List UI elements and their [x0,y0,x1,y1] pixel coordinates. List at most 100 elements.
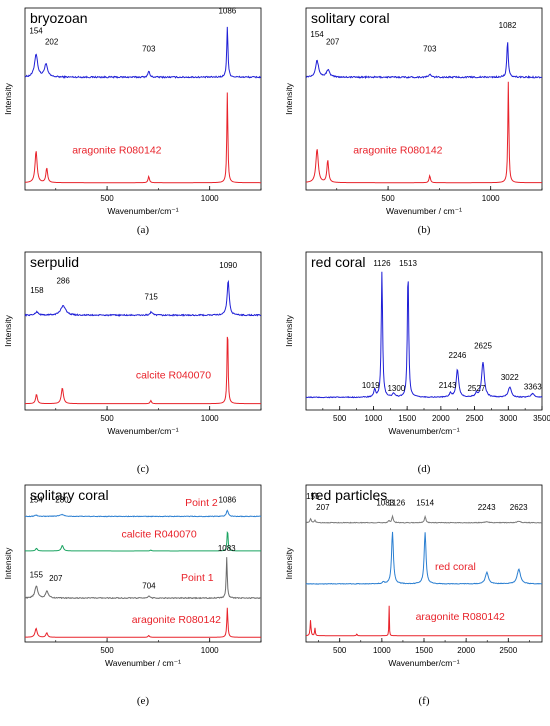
peak-label: 1086 [218,495,236,504]
peak-label: 207 [316,503,330,512]
x-axis-label: Wavenumber/cm⁻¹ [388,426,459,436]
y-axis-label: Intensity [284,547,294,579]
panel-label: (d) [418,463,431,475]
chart-title: red particles [311,487,387,503]
peak-label: 202 [45,37,59,46]
peak-label: 2243 [478,503,496,512]
series-line [305,531,543,585]
y-axis-label: Intensity [3,82,13,114]
peak-label: 207 [49,574,63,583]
peak-label: 207 [326,37,340,46]
x-tick-label: 3000 [499,414,517,423]
series-line [305,605,542,637]
series-label: aragonite R080142 [416,611,505,623]
series-line [24,26,262,79]
peak-label: 1083 [218,544,236,553]
peak-label: 703 [142,45,156,54]
peak-label: 2625 [474,341,492,350]
x-axis-label: Wavenumber/cm⁻¹ [388,658,459,668]
x-tick-label: 1500 [415,646,433,655]
y-axis-label: Intensity [284,82,294,114]
peak-label: 3022 [501,373,519,382]
chart-title: red coral [311,254,365,270]
x-tick-label: 500 [100,414,114,423]
x-tick-label: 2500 [499,646,517,655]
x-tick-label: 2500 [466,414,484,423]
chart-panel: 500 1000 Wavenumber / cm⁻¹ Intensity solitar… [284,7,543,236]
x-tick-label: 500 [381,194,395,203]
panel-label: (a) [137,224,150,236]
series-line [305,271,543,399]
series-line [24,92,261,184]
y-axis-label: Intensity [284,314,294,346]
x-tick-label: 500 [100,646,114,655]
x-tick-label: 1000 [201,194,219,203]
series-line [25,530,261,552]
plot-frame [305,251,543,411]
peak-label: 154 [29,495,43,504]
series-label: aragonite R080142 [353,145,442,157]
x-tick-label: 1000 [201,646,219,655]
peak-label: 1513 [399,259,417,268]
x-tick-label: 2000 [457,646,475,655]
chart-title: solitary coral [30,487,109,503]
panel-label: (f) [419,695,430,707]
peak-label: 2246 [449,351,467,360]
peak-label: 703 [423,45,437,54]
chart-panel: 500 1000 1500 2000 2500 3000 3500 Wavenumber/cm… [284,251,550,475]
y-axis-label: Intensity [3,314,13,346]
x-tick-label: 500 [333,414,347,423]
peak-label: 2527 [467,384,485,393]
series-line [24,607,261,638]
series-label: calcite R040070 [136,369,211,381]
peak-label: 1514 [416,498,434,507]
chart-panel: 500 1000 1500 2000 2500 Wavenumber/cm⁻¹ Intens… [284,484,543,707]
plot-frame [305,7,543,191]
peak-label: 704 [142,582,156,591]
peak-label: 1086 [218,6,236,15]
series-label: Point 1 [181,572,214,584]
peak-label: 1083 [376,498,394,507]
peak-label: 155 [306,492,320,501]
x-axis-label: Wavenumber/cm⁻¹ [107,426,178,436]
peak-label: 1082 [499,21,517,30]
peak-label: 2143 [439,381,457,390]
x-axis-label: Wavenumber / cm⁻¹ [386,206,462,216]
chart-title: bryozoan [30,10,88,26]
x-tick-label: 1000 [201,414,219,423]
peak-label: 155 [30,571,44,580]
x-axis-label: Wavenumber/cm⁻¹ [107,206,178,216]
series-line [305,514,543,524]
x-tick-label: 500 [333,646,347,655]
plot-frame [24,484,262,643]
plot-frame [24,251,262,411]
x-tick-label: 2000 [432,414,450,423]
peak-label: 286 [56,277,70,286]
peak-label: 715 [145,292,159,301]
chart-panel: 500 1000 Wavenumber / cm⁻¹ Intensity solitar… [3,484,262,707]
panel-label: (c) [137,463,150,475]
y-axis-label: Intensity [3,547,13,579]
plot-frame [24,7,262,191]
x-tick-label: 3500 [533,414,550,423]
peak-label: 158 [30,286,44,295]
series-label: red coral [435,561,476,573]
peak-label: 2623 [510,503,528,512]
peak-label: 1126 [373,259,391,268]
x-tick-label: 1000 [373,646,391,655]
series-label: calcite R040070 [121,529,196,541]
x-tick-label: 1500 [398,414,416,423]
series-line [305,81,542,184]
chart-panel: 500 1000 Wavenumber/cm⁻¹ Intensity serpulid (… [3,251,262,475]
series-label: aragonite R080142 [72,145,161,157]
peak-label: 1300 [387,384,405,393]
x-tick-label: 1000 [365,414,383,423]
chart-title: serpulid [30,254,79,270]
series-line [24,557,262,600]
peak-label: 1090 [219,261,237,270]
chart-panel: 500 1000 Wavenumber/cm⁻¹ Intensity bryozoan (… [3,6,262,236]
series-line [305,42,543,80]
panel-label: (e) [137,695,150,707]
peak-label: 1126 [388,498,406,507]
series-line [24,279,262,317]
